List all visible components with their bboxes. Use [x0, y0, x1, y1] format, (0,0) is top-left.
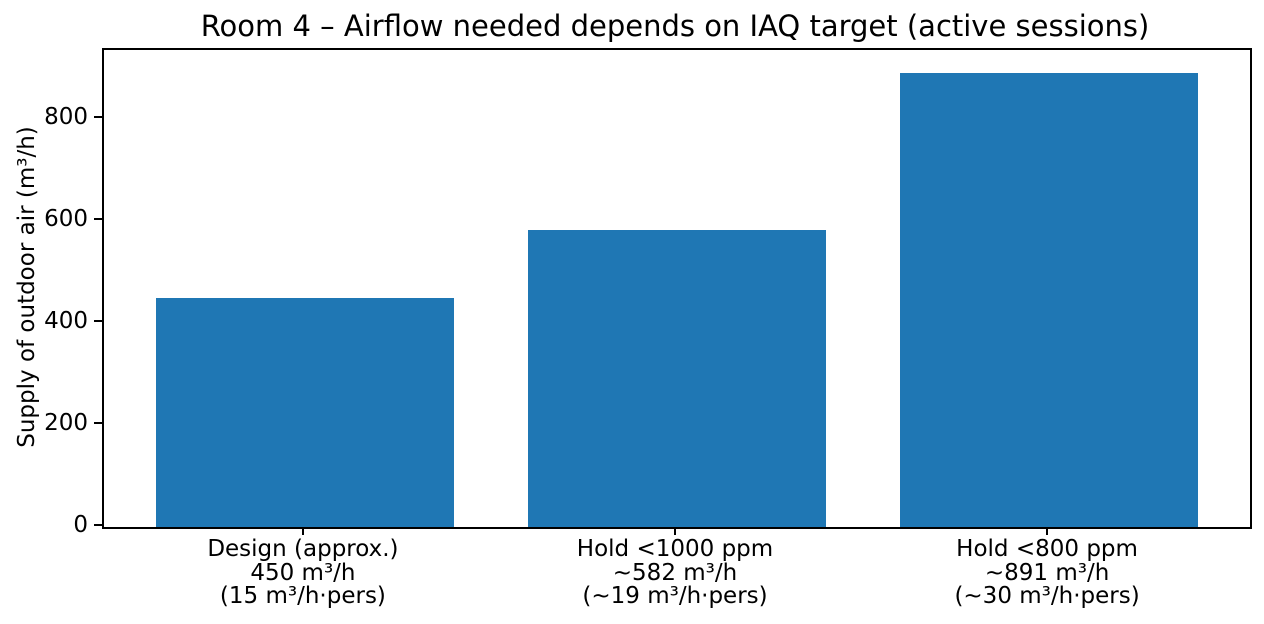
y-tick-label: 600 — [44, 206, 88, 233]
x-tick-mark — [1046, 527, 1049, 535]
plot-area — [102, 48, 1252, 529]
y-axis-label: Supply of outdoor air (m³/h) — [14, 126, 40, 448]
x-tick-label: Design (approx.) 450 m³/h (15 m³/h·pers) — [207, 536, 399, 609]
bar-1 — [156, 297, 454, 527]
y-tick-mark — [94, 524, 102, 526]
y-tick-label: 800 — [44, 104, 88, 131]
chart-title: Room 4 – Airflow needed depends on IAQ t… — [200, 9, 1150, 43]
y-tick-mark — [94, 422, 102, 425]
y-tick-label: 200 — [44, 410, 88, 437]
x-tick-label: Hold <800 ppm ~891 m³/h (~30 m³/h·pers) — [954, 536, 1140, 609]
x-tick-mark — [301, 527, 304, 535]
x-tick-label: Hold <1000 ppm ~582 m³/h (~19 m³/h·pers) — [576, 536, 774, 609]
y-tick-mark — [94, 320, 102, 323]
y-tick-mark — [94, 218, 102, 221]
bar-3 — [900, 72, 1198, 527]
x-tick-mark — [674, 527, 676, 535]
y-tick-label: 0 — [73, 512, 88, 538]
y-tick-label: 400 — [44, 308, 88, 335]
bar-2 — [528, 230, 826, 527]
y-tick-mark — [94, 116, 102, 119]
